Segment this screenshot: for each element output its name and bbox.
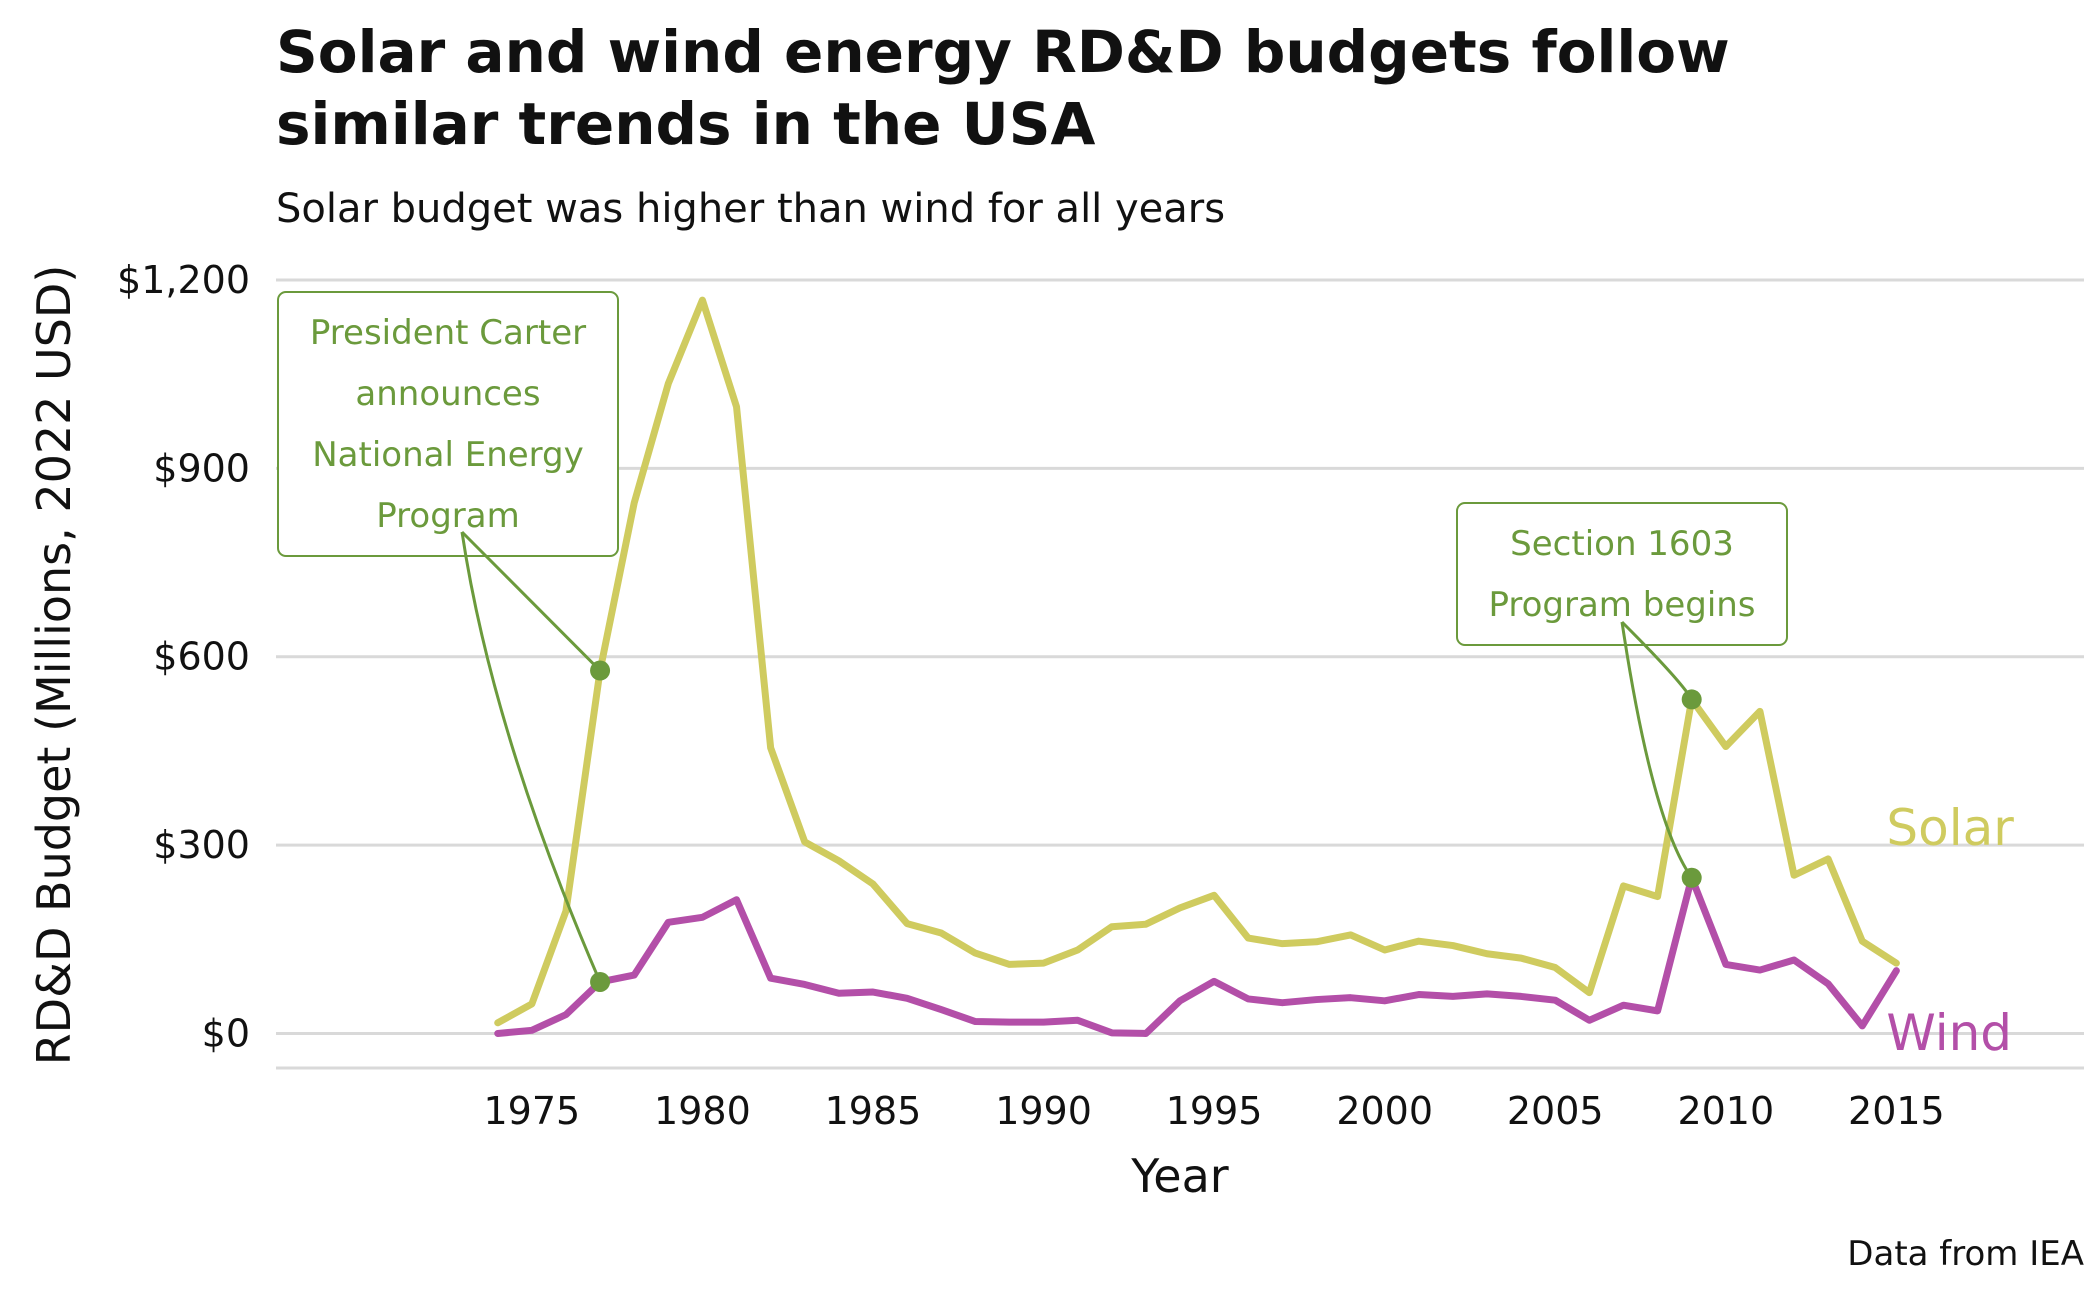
x-axis-title: Year [1130, 1149, 1228, 1203]
x-tick-label: 2005 [1507, 1089, 1604, 1133]
solar-series-line [494, 296, 1900, 1027]
annotations: President Carter announces National Energy… [277, 291, 1788, 992]
x-tick-label: 1980 [654, 1089, 751, 1133]
chart-title: Solar and wind energy RD&D budgets follo… [276, 18, 1730, 158]
x-tick-label: 1985 [825, 1089, 922, 1133]
annotation-marker [1681, 867, 1702, 888]
x-tick-label: 2010 [1677, 1089, 1774, 1133]
x-tick-label: 2015 [1848, 1089, 1945, 1133]
series-labels: Solar Wind [1886, 799, 2014, 1062]
wind-series-label: Wind [1886, 1004, 2012, 1062]
data-source-caption: Data from IEA [1847, 1234, 2084, 1274]
annotation-connector [1620, 621, 1693, 879]
y-axis-title: RD&D Budget (Millions, 2022 USD) [27, 265, 81, 1066]
annotation-marker [590, 660, 611, 681]
wind-series-line [494, 874, 1900, 1037]
annotation-text-line: National Energy [312, 435, 584, 475]
annotation-connector [460, 531, 602, 983]
y-tick-label: $300 [153, 823, 250, 867]
annotation-1: President Carter announces National Energy… [277, 291, 619, 992]
x-tick-label: 1990 [995, 1089, 1092, 1133]
annotation-text-line: President Carter [310, 313, 586, 353]
annotation-marker [1681, 689, 1702, 710]
x-tick-label: 2000 [1336, 1089, 1433, 1133]
chart-title-line-1: Solar and wind energy RD&D budgets follo… [276, 18, 1730, 86]
y-tick-label: $900 [153, 446, 250, 490]
annotation-2: Section 1603 Program begins [1456, 502, 1788, 888]
y-tick-label: $1,200 [117, 258, 250, 302]
annotation-text-line: announces [355, 374, 540, 414]
series-lines [494, 296, 1900, 1037]
annotation-connector [460, 530, 602, 672]
annotation-text-line: Program [376, 496, 519, 536]
annotation-marker [590, 971, 611, 992]
x-axis-ticks: 1975 1980 1985 1990 1995 2000 2005 2010 2015 [483, 1089, 1944, 1133]
y-tick-label: $0 [202, 1011, 250, 1055]
chart-subtitle: Solar budget was higher than wind for al… [276, 186, 1225, 232]
x-tick-label: 1975 [483, 1089, 580, 1133]
chart-title-line-2: similar trends in the USA [276, 90, 1096, 158]
annotation-text-line: Section 1603 [1510, 524, 1734, 564]
annotation-box [1456, 502, 1788, 646]
annotation-box [277, 291, 619, 557]
x-tick-label: 1995 [1166, 1089, 1263, 1133]
solar-series-label: Solar [1886, 799, 2014, 857]
y-axis-ticks: $0 $300 $600 $900 $1,200 [117, 258, 250, 1055]
y-tick-label: $600 [153, 635, 250, 679]
annotation-text-line: Program begins [1488, 585, 1755, 625]
